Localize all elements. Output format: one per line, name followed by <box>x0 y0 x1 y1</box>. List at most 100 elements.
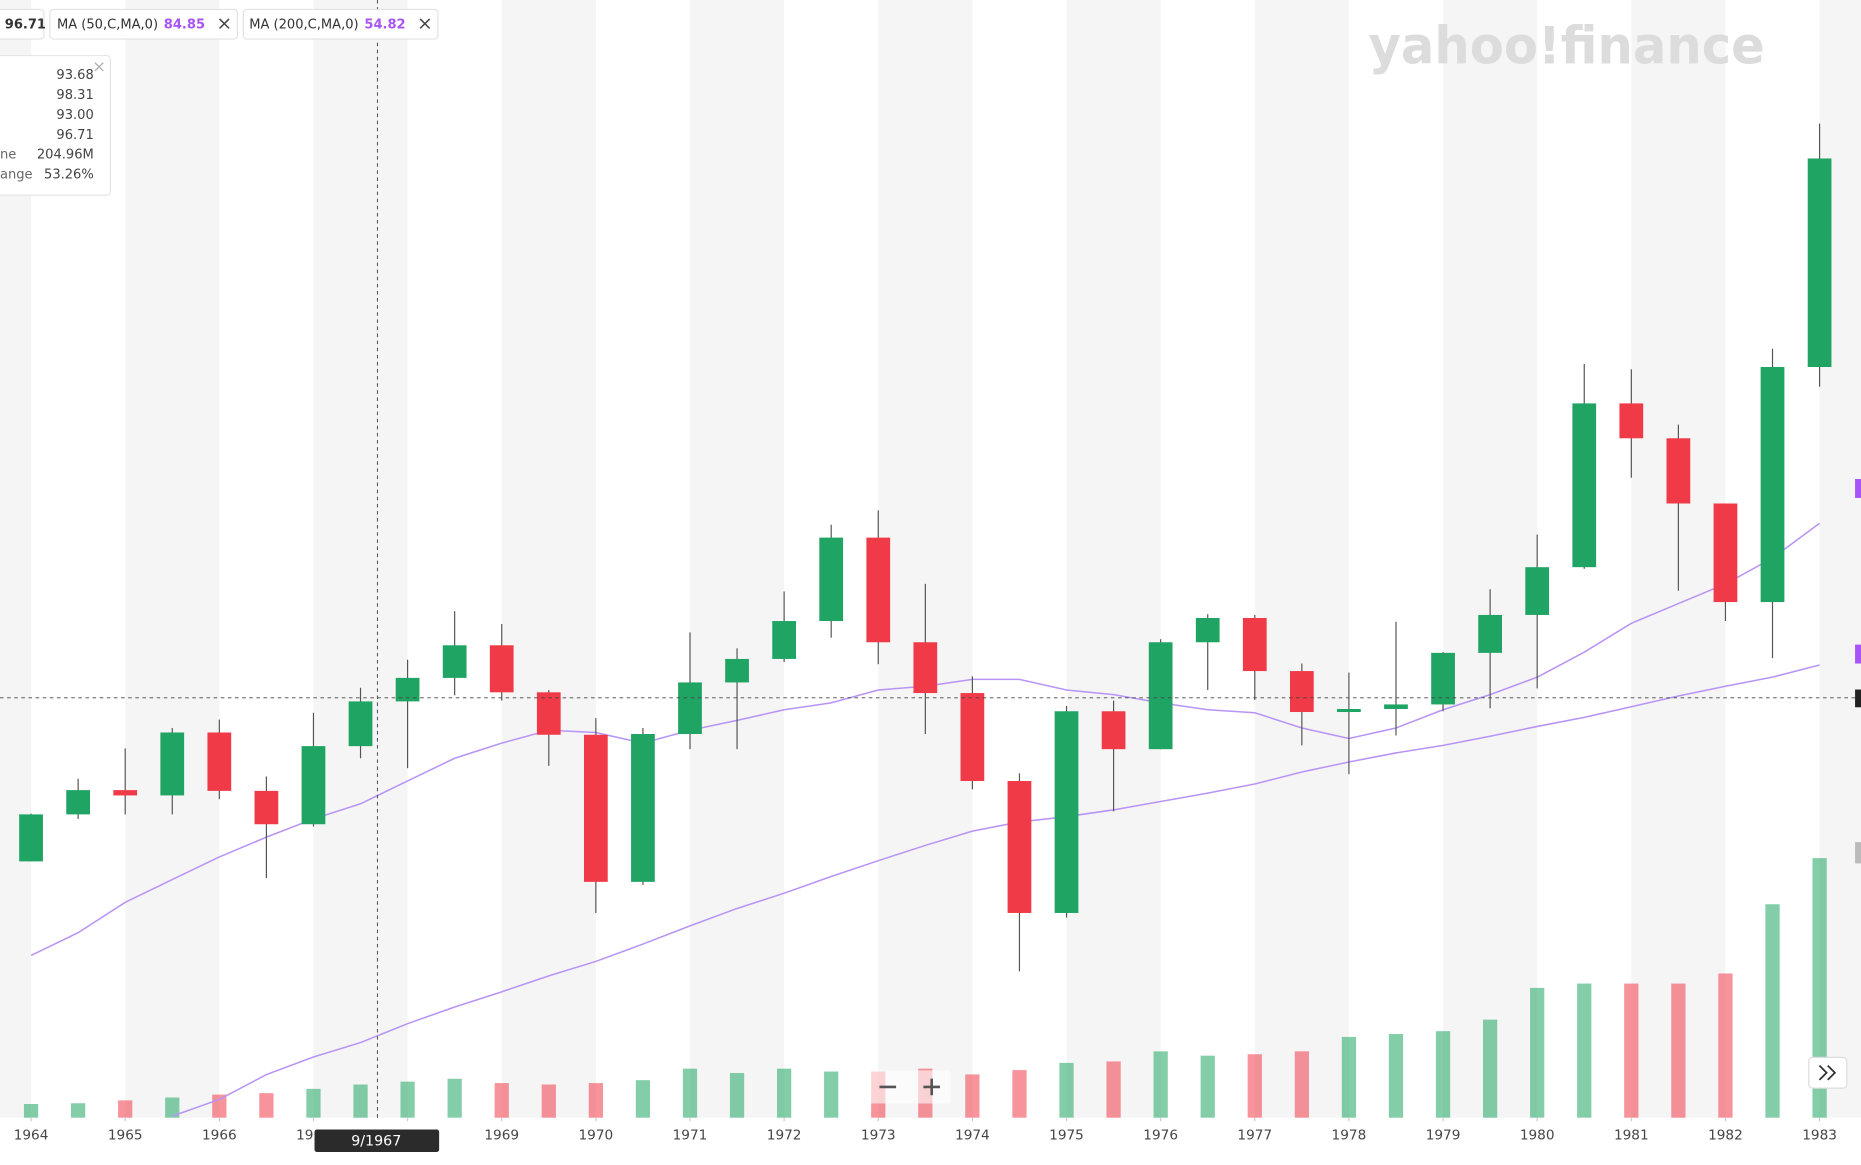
candle-body <box>254 790 279 825</box>
candle-body <box>1101 711 1126 750</box>
chip-close[interactable] <box>219 18 230 29</box>
volume-bar <box>447 1078 462 1118</box>
volume-bar <box>588 1083 603 1118</box>
candle-body <box>866 537 891 643</box>
volume-bar <box>541 1084 556 1118</box>
candle-body <box>395 677 420 702</box>
x-tick-label: 1965 <box>108 1127 143 1143</box>
candle-body <box>1713 503 1738 603</box>
ma-name: MA (50,C,MA,0) <box>57 17 158 32</box>
tooltip-close[interactable] <box>94 62 104 72</box>
x-tick-label: 1976 <box>1143 1127 1178 1143</box>
candle-body <box>1195 617 1220 643</box>
volume-bar <box>353 1084 368 1118</box>
year-band <box>501 0 596 1118</box>
legend-chips: 96.71 MA (50,C,MA,0) 84.85 MA (200,C,MA,… <box>0 8 439 40</box>
volume-bar <box>1200 1055 1215 1118</box>
volume-marker <box>1855 842 1861 864</box>
chip[interactable] <box>242 8 439 40</box>
candle-body <box>772 621 796 659</box>
price-marker <box>1855 689 1861 708</box>
ma-value: 84.85 <box>164 17 205 32</box>
candle-body <box>1148 642 1173 750</box>
tooltip-value: 93.00 <box>56 108 93 123</box>
scroll-icon <box>1818 1065 1828 1081</box>
x-tick-label: 1978 <box>1332 1127 1367 1143</box>
candle-body <box>1478 614 1502 653</box>
tooltip-value: 53.26% <box>44 168 94 183</box>
volume-bar <box>1577 983 1592 1118</box>
x-tick-label: 1983 <box>1802 1127 1837 1143</box>
candle-body <box>631 734 655 882</box>
volume-bar <box>1388 1034 1404 1118</box>
year-band <box>125 0 220 1118</box>
plot <box>19 123 1832 1118</box>
x-tick-label: 1975 <box>1049 1127 1084 1143</box>
candle-body <box>1337 708 1361 713</box>
ma-value: 54.82 <box>364 17 405 32</box>
volume-bar <box>1059 1062 1074 1118</box>
candle-body <box>113 790 138 796</box>
tooltip-label: ne <box>0 148 16 163</box>
volume-bar <box>1435 1031 1451 1118</box>
candle-body <box>678 682 702 735</box>
candle-body <box>1807 158 1832 368</box>
tooltip-value: 96.71 <box>56 128 93 143</box>
volume-bar <box>824 1071 839 1118</box>
volume-bar <box>1765 904 1780 1118</box>
candle-body <box>1384 704 1408 709</box>
year-band <box>1443 0 1538 1118</box>
volume-bar <box>1624 983 1639 1118</box>
volume-bar <box>1530 987 1545 1118</box>
volume-bar <box>965 1074 980 1118</box>
tooltip-box <box>0 54 111 196</box>
candle-body <box>160 732 185 796</box>
crosshair-label: 9/1967 <box>351 1133 401 1149</box>
year-bands <box>0 0 1861 1118</box>
x-tick-label: 1969 <box>484 1127 519 1143</box>
candle-body <box>1760 367 1785 603</box>
x-tick-label: 1971 <box>673 1127 708 1143</box>
candle-body <box>1525 567 1550 615</box>
x-tick-label: 1974 <box>955 1127 990 1143</box>
year-band <box>1254 0 1349 1118</box>
volume-bar <box>1012 1070 1027 1118</box>
tooltip-value: 93.68 <box>56 68 93 83</box>
volume-bar <box>165 1097 180 1118</box>
scroll-forward[interactable] <box>1808 1056 1848 1089</box>
tooltip-label: ange <box>0 168 33 183</box>
candle-body <box>1666 438 1691 504</box>
x-axis: 1964196519661967196819691970197119721973… <box>14 1117 1837 1143</box>
year-band <box>313 0 408 1118</box>
candle-body <box>725 658 749 683</box>
chip[interactable] <box>49 8 238 40</box>
volume-bar <box>212 1094 227 1118</box>
volume-bar <box>1671 983 1686 1118</box>
close-value: 96.71 <box>5 17 46 32</box>
volume-bar <box>1718 973 1733 1118</box>
logo: yahoo!finance <box>1368 17 1764 77</box>
candle-body <box>1007 781 1032 913</box>
volume-bar <box>682 1068 698 1118</box>
volume-bar <box>494 1083 509 1118</box>
crosshair-label-box <box>314 1129 440 1152</box>
candle-body <box>536 692 561 735</box>
x-tick-label: 1979 <box>1426 1127 1461 1143</box>
ma-line <box>171 664 1820 1117</box>
volume-bar <box>259 1093 274 1118</box>
volume-bar <box>1247 1054 1262 1118</box>
volume-bar <box>1106 1061 1121 1118</box>
candle-body <box>819 537 844 622</box>
candle-body <box>1054 711 1079 913</box>
chip-close[interactable] <box>419 18 431 29</box>
x-tick-label: 1977 <box>1237 1127 1272 1143</box>
year-band <box>1066 0 1161 1118</box>
volume-bar <box>1482 1019 1498 1118</box>
x-tick-label: 1980 <box>1520 1127 1555 1143</box>
zoom-controls <box>869 1070 951 1104</box>
year-band <box>878 0 973 1118</box>
x-tick-label: 1982 <box>1708 1127 1743 1143</box>
candle-body <box>960 693 985 782</box>
